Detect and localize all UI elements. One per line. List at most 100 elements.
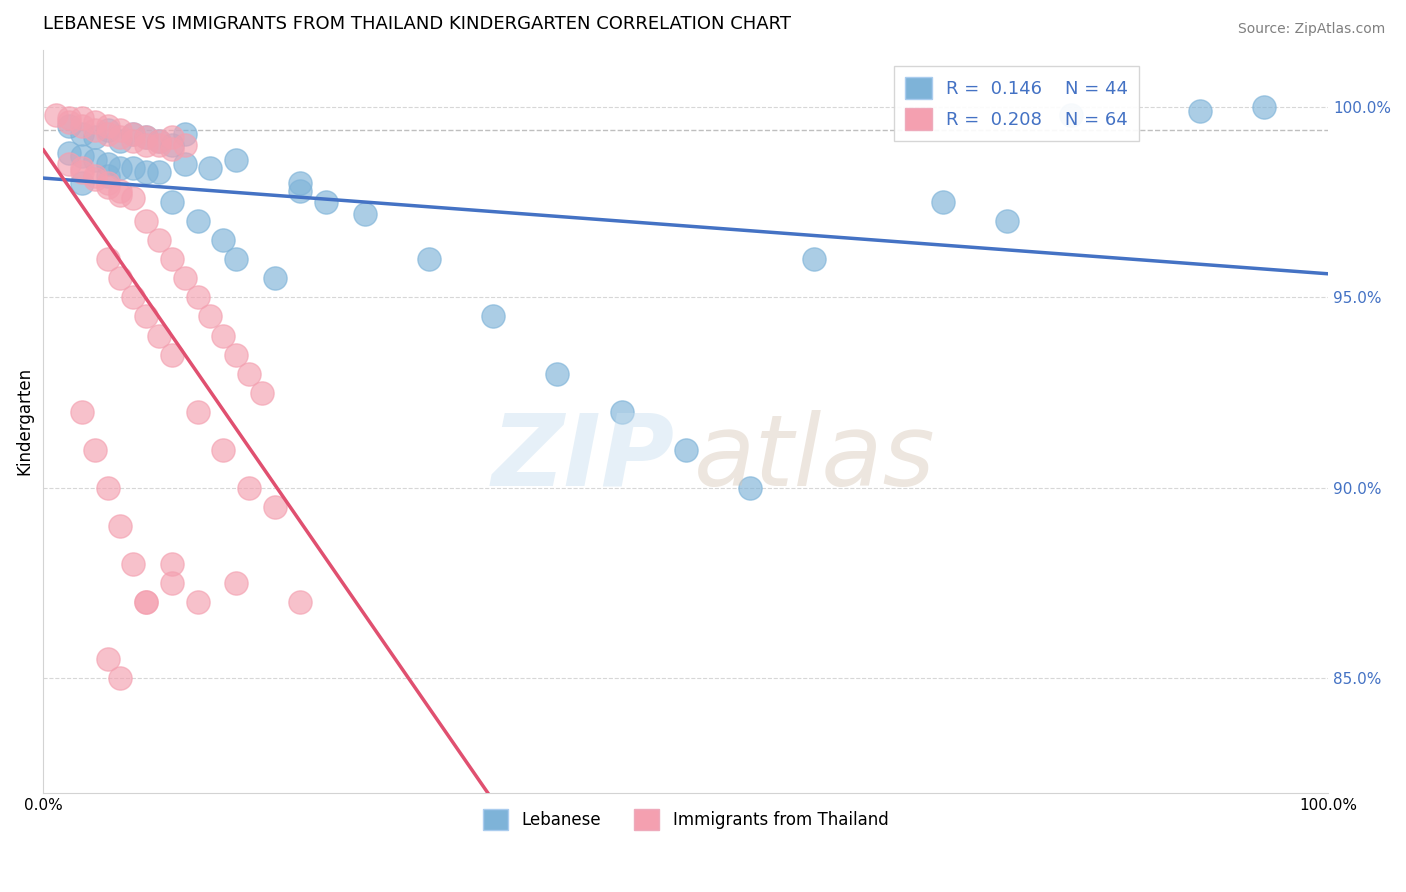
Point bbox=[58, 145, 80, 160]
Point bbox=[187, 595, 209, 609]
Text: Source: ZipAtlas.com: Source: ZipAtlas.com bbox=[1237, 22, 1385, 37]
Point bbox=[135, 138, 157, 153]
Point bbox=[83, 153, 105, 168]
Point bbox=[58, 119, 80, 133]
Point bbox=[135, 310, 157, 324]
Point bbox=[160, 557, 183, 571]
Point bbox=[173, 127, 195, 141]
Point bbox=[1060, 107, 1083, 121]
Point bbox=[263, 271, 285, 285]
Point bbox=[1188, 103, 1211, 118]
Point bbox=[110, 519, 132, 533]
Point bbox=[148, 165, 170, 179]
Point bbox=[931, 195, 953, 210]
Point bbox=[610, 405, 633, 419]
Point bbox=[418, 252, 440, 267]
Point bbox=[97, 127, 120, 141]
Point bbox=[122, 127, 145, 141]
Point bbox=[160, 252, 183, 267]
Point bbox=[148, 138, 170, 153]
Point bbox=[482, 310, 505, 324]
Point bbox=[160, 576, 183, 591]
Point bbox=[135, 595, 157, 609]
Point bbox=[97, 157, 120, 171]
Point bbox=[122, 161, 145, 175]
Point bbox=[160, 142, 183, 156]
Point bbox=[110, 134, 132, 148]
Point bbox=[45, 107, 67, 121]
Point bbox=[135, 130, 157, 145]
Point bbox=[97, 123, 120, 137]
Point bbox=[290, 595, 312, 609]
Point bbox=[173, 138, 195, 153]
Point bbox=[110, 187, 132, 202]
Point bbox=[70, 176, 93, 190]
Point bbox=[200, 161, 222, 175]
Text: atlas: atlas bbox=[693, 410, 935, 507]
Point bbox=[122, 134, 145, 148]
Point bbox=[148, 134, 170, 148]
Point bbox=[675, 442, 697, 457]
Point bbox=[290, 176, 312, 190]
Point bbox=[122, 191, 145, 205]
Point bbox=[135, 214, 157, 228]
Point bbox=[58, 112, 80, 126]
Point bbox=[83, 123, 105, 137]
Point bbox=[97, 652, 120, 666]
Point bbox=[135, 130, 157, 145]
Text: ZIP: ZIP bbox=[492, 410, 675, 507]
Point bbox=[110, 271, 132, 285]
Point bbox=[122, 290, 145, 304]
Point bbox=[135, 595, 157, 609]
Point bbox=[97, 180, 120, 194]
Point bbox=[1253, 100, 1275, 114]
Point bbox=[212, 328, 235, 343]
Point bbox=[110, 130, 132, 145]
Y-axis label: Kindergarten: Kindergarten bbox=[15, 368, 32, 475]
Point bbox=[225, 252, 247, 267]
Point bbox=[110, 161, 132, 175]
Point bbox=[135, 165, 157, 179]
Point bbox=[187, 290, 209, 304]
Point bbox=[58, 157, 80, 171]
Point bbox=[122, 557, 145, 571]
Point bbox=[83, 130, 105, 145]
Point bbox=[995, 214, 1018, 228]
Point bbox=[110, 672, 132, 686]
Point bbox=[110, 184, 132, 198]
Point bbox=[70, 112, 93, 126]
Point bbox=[70, 405, 93, 419]
Point bbox=[160, 138, 183, 153]
Point bbox=[263, 500, 285, 514]
Point bbox=[200, 310, 222, 324]
Point bbox=[212, 442, 235, 457]
Point bbox=[148, 328, 170, 343]
Point bbox=[160, 130, 183, 145]
Point bbox=[70, 119, 93, 133]
Point bbox=[212, 233, 235, 247]
Point bbox=[97, 252, 120, 267]
Point bbox=[70, 165, 93, 179]
Point bbox=[803, 252, 825, 267]
Point bbox=[160, 195, 183, 210]
Point bbox=[353, 207, 375, 221]
Point bbox=[315, 195, 337, 210]
Point bbox=[83, 442, 105, 457]
Point bbox=[187, 214, 209, 228]
Point bbox=[70, 127, 93, 141]
Text: LEBANESE VS IMMIGRANTS FROM THAILAND KINDERGARTEN CORRELATION CHART: LEBANESE VS IMMIGRANTS FROM THAILAND KIN… bbox=[44, 15, 792, 33]
Point bbox=[238, 367, 260, 381]
Point bbox=[238, 481, 260, 495]
Point bbox=[225, 576, 247, 591]
Point bbox=[290, 184, 312, 198]
Point bbox=[546, 367, 568, 381]
Point bbox=[97, 119, 120, 133]
Point bbox=[122, 127, 145, 141]
Point bbox=[70, 161, 93, 175]
Point bbox=[70, 149, 93, 163]
Legend: Lebanese, Immigrants from Thailand: Lebanese, Immigrants from Thailand bbox=[477, 803, 896, 837]
Point bbox=[110, 123, 132, 137]
Point bbox=[83, 172, 105, 186]
Point bbox=[160, 348, 183, 362]
Point bbox=[187, 405, 209, 419]
